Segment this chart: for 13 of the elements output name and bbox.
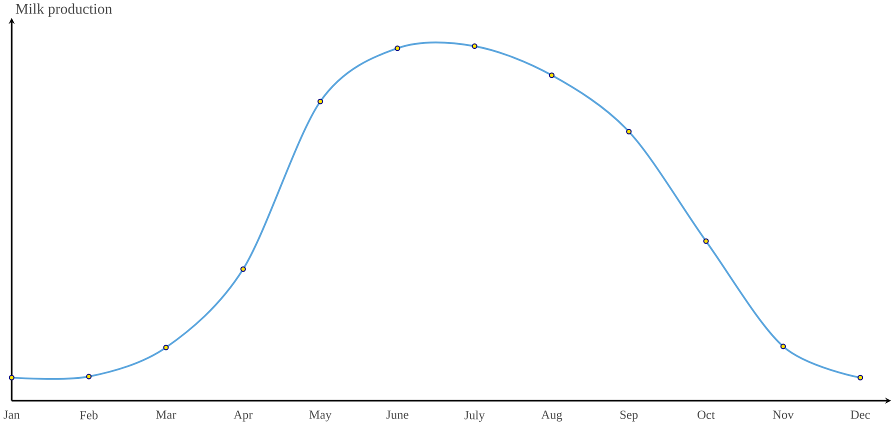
x-tick-label: Jan bbox=[4, 410, 20, 419]
x-tick-label: Feb bbox=[80, 410, 98, 420]
x-tick-label: May bbox=[309, 410, 332, 422]
x-tick-label: Oct bbox=[698, 410, 715, 419]
x-tick-label: Aug bbox=[541, 410, 562, 422]
y-axis-title: Milk production bbox=[16, 3, 112, 17]
x-tick-label: Nov bbox=[772, 410, 794, 419]
x-tick-label: Dec bbox=[850, 410, 870, 419]
x-tick-label: July bbox=[464, 410, 485, 422]
x-tick-label: Sep bbox=[620, 410, 638, 422]
x-tick-label: Apr bbox=[234, 410, 253, 422]
x-tick-label: Mar bbox=[156, 410, 176, 419]
x-tick-label: June bbox=[386, 410, 408, 419]
